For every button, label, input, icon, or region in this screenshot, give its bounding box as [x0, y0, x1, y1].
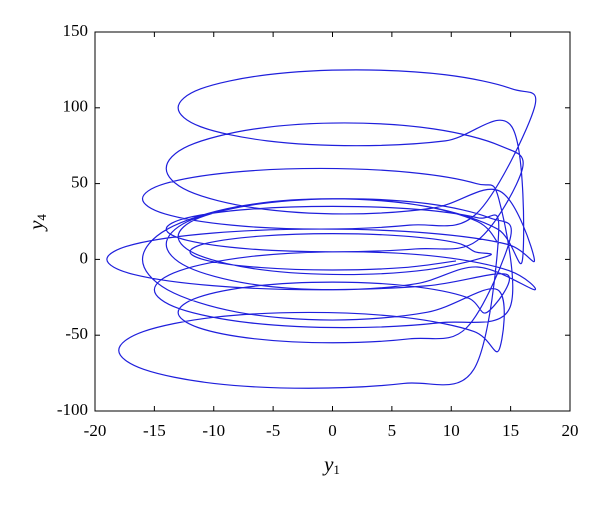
y-tick-label: 150 [63, 21, 89, 40]
y-tick-label: 50 [71, 173, 88, 192]
x-axis-label: y1 [322, 452, 340, 477]
y-tick-label: -50 [65, 324, 88, 343]
x-tick-label: 10 [443, 421, 460, 440]
x-tick-label: -5 [266, 421, 280, 440]
x-label-text: y [322, 452, 334, 476]
y-label-text: y [24, 220, 48, 232]
y-label-subscript: 4 [34, 214, 49, 221]
x-label-subscript: 1 [333, 462, 340, 477]
y-axis-label: y4 [24, 214, 49, 232]
trajectory [106, 69, 537, 389]
y-tick-label: 100 [63, 97, 89, 116]
x-tick-label: -10 [202, 421, 225, 440]
x-tick-label: -15 [143, 421, 166, 440]
x-tick-label: -20 [84, 421, 107, 440]
y-tick-label: 0 [80, 248, 89, 267]
x-tick-label: 5 [388, 421, 397, 440]
x-tick-label: 20 [562, 421, 579, 440]
x-tick-label: 0 [328, 421, 337, 440]
y-tick-label: -100 [57, 400, 88, 419]
x-tick-label: 15 [502, 421, 519, 440]
